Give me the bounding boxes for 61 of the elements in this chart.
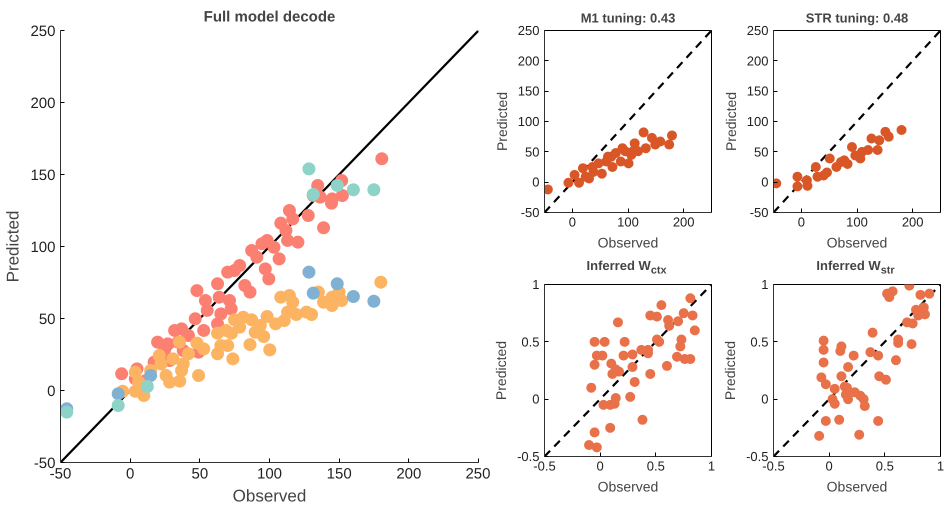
- y-tick-label: 0: [532, 392, 540, 407]
- x-tick-label: 200: [902, 214, 924, 230]
- y-axis-title: Predicted: [3, 210, 22, 282]
- chart-title: M1 tuning: 0.43: [580, 10, 676, 26]
- x-tick-label: 0: [126, 466, 134, 482]
- y-tick-label: 150: [746, 84, 769, 99]
- y-tick-label: 1: [532, 277, 540, 292]
- y-tick-label: 100: [746, 114, 769, 129]
- x-tick-label: 1: [936, 458, 944, 474]
- chart-title: Full model decode: [204, 8, 336, 26]
- x-tick-label: 0.5: [646, 458, 665, 474]
- y-tick-label: 150: [30, 167, 56, 184]
- y-axis-title: Predicted: [494, 92, 510, 152]
- y-tick-label: 200: [30, 95, 56, 112]
- x-axis-title: Observed: [598, 234, 658, 250]
- x-tick-label: 50: [191, 466, 208, 482]
- y-tick-label: 0: [761, 174, 769, 190]
- y-tick-label: 1: [761, 277, 769, 292]
- x-axis-title: Observed: [826, 478, 888, 494]
- x-tick-label: 200: [396, 466, 422, 482]
- chart-title: Inferred W$_{ctx}$: [586, 257, 666, 279]
- y-axis-title: Predicted: [722, 340, 738, 400]
- y-tick-label: 250: [746, 23, 769, 38]
- y-tick-label: 200: [518, 53, 540, 68]
- y-axis-title: Predicted: [722, 92, 739, 152]
- y-tick-label: 0.5: [521, 334, 540, 350]
- x-tick-label: 0: [568, 214, 576, 230]
- y-tick-label: 200: [746, 53, 769, 68]
- y-tick-label: 0: [47, 383, 56, 400]
- x-tick-label: 0: [596, 458, 604, 474]
- x-tick-label: 150: [326, 466, 352, 482]
- y-tick-label: 150: [518, 84, 540, 99]
- x-tick-label: 0: [798, 214, 805, 230]
- y-tick-label: -50: [750, 205, 769, 220]
- y-tick-label: 100: [30, 239, 56, 256]
- y-tick-label: 100: [518, 114, 540, 129]
- y-tick-label: 250: [30, 23, 56, 40]
- x-axis-title: Observed: [826, 234, 888, 250]
- y-tick-label: -0.5: [746, 449, 769, 464]
- chart-title: Inferred W$_{str}$: [816, 257, 895, 279]
- x-tick-label: 100: [846, 214, 868, 230]
- x-axis-title: Observed: [598, 478, 658, 494]
- x-tick-label: 1: [708, 458, 716, 474]
- y-tick-label: 50: [38, 311, 56, 328]
- y-tick-label: -50: [520, 205, 540, 220]
- y-tick-label: 250: [518, 23, 540, 38]
- y-tick-label: 0.5: [750, 334, 769, 350]
- x-tick-label: 0.5: [876, 458, 894, 474]
- chart-title: STR tuning: 0.48: [806, 10, 908, 26]
- x-tick-label: 100: [617, 214, 639, 230]
- y-tick-label: -0.5: [517, 449, 540, 464]
- y-axis-title: Predicted: [493, 340, 510, 400]
- x-tick-label: 100: [256, 466, 282, 482]
- x-axis-title: Observed: [232, 486, 306, 506]
- y-tick-label: 0: [532, 174, 540, 190]
- x-tick-label: 200: [672, 214, 695, 230]
- x-tick-label: 0: [826, 458, 833, 474]
- y-tick-label: 50: [754, 144, 769, 160]
- x-tick-label: 250: [465, 466, 491, 482]
- y-tick-label: 50: [525, 144, 540, 160]
- y-tick-label: 0: [761, 392, 769, 407]
